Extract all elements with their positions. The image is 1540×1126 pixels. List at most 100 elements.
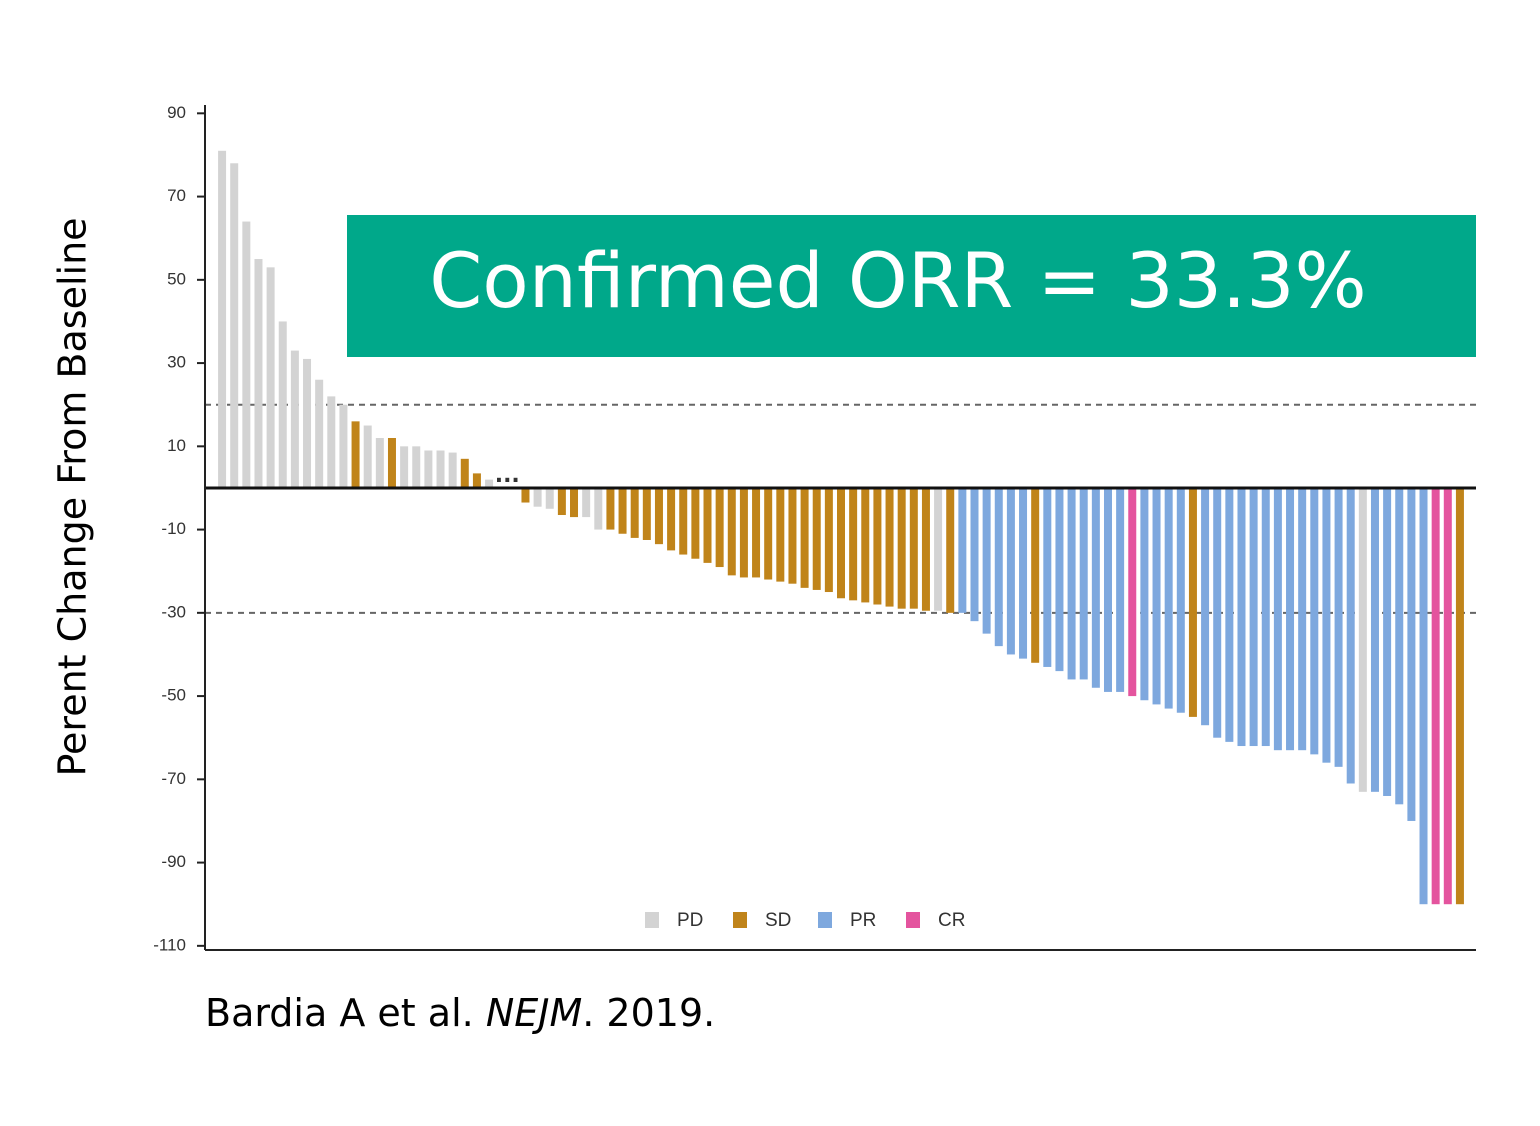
- bar: [254, 259, 263, 488]
- bar: [290, 350, 299, 488]
- bar: [1298, 487, 1307, 751]
- bar: [800, 487, 809, 588]
- bar: [387, 438, 396, 488]
- bar: [752, 487, 761, 578]
- y-tick-label: 90: [167, 103, 186, 122]
- y-tick-label: -110: [153, 935, 186, 954]
- bar: [412, 446, 421, 488]
- bar: [1043, 487, 1052, 667]
- bar: [1019, 487, 1028, 659]
- bar: [909, 487, 918, 609]
- bar: [424, 450, 433, 488]
- bar: [339, 404, 348, 488]
- bar: [545, 487, 554, 509]
- bar: [667, 487, 676, 551]
- bar: [1249, 487, 1258, 747]
- bar: [1346, 487, 1355, 784]
- bar: [1273, 487, 1282, 751]
- bar: [1128, 487, 1137, 697]
- annotation: ...: [495, 463, 520, 488]
- bar: [1383, 487, 1392, 796]
- bar: [1237, 487, 1246, 747]
- bar: [1455, 487, 1464, 905]
- bar: [1201, 487, 1210, 726]
- bar: [994, 487, 1003, 647]
- citation-year: . 2019.: [582, 991, 715, 1035]
- bar: [691, 487, 700, 559]
- y-tick-label: -50: [161, 686, 186, 705]
- bar: [1395, 487, 1404, 805]
- bar: [1225, 487, 1234, 742]
- bar: [885, 487, 894, 607]
- bar: [1164, 487, 1173, 709]
- bar: [618, 487, 627, 534]
- citation: Bardia A et al. NEJM. 2019.: [205, 991, 715, 1035]
- bar: [1286, 487, 1295, 751]
- bar: [1091, 487, 1100, 688]
- bar: [1067, 487, 1076, 680]
- bar: [351, 421, 360, 488]
- bar: [1358, 487, 1367, 792]
- bar: [375, 438, 384, 488]
- bar: [521, 487, 530, 503]
- bar: [970, 487, 979, 622]
- bar: [958, 487, 967, 613]
- bar: [230, 163, 239, 488]
- bar: [982, 487, 991, 634]
- bar: [897, 487, 906, 609]
- bar: [849, 487, 858, 601]
- bar: [1407, 487, 1416, 821]
- bar: [278, 321, 287, 488]
- bar: [764, 487, 773, 580]
- bar: [582, 487, 591, 518]
- bar: [837, 487, 845, 599]
- bar: [242, 221, 251, 488]
- y-axis-label: Perent Change From Baseline: [51, 217, 95, 776]
- bar: [1261, 487, 1270, 747]
- legend-swatch: [906, 912, 920, 928]
- bar: [1213, 487, 1222, 738]
- bar: [594, 487, 603, 530]
- bar: [715, 487, 724, 568]
- bar: [654, 487, 663, 545]
- bar: [485, 479, 494, 488]
- bar: [873, 487, 882, 605]
- legend-swatch: [733, 912, 747, 928]
- bar: [703, 487, 712, 563]
- bar: [776, 487, 785, 582]
- bar: [533, 487, 542, 507]
- bar: [739, 487, 748, 578]
- bar: [630, 487, 639, 538]
- bar: [812, 487, 821, 590]
- bar: [946, 487, 955, 613]
- y-tick-label: 30: [167, 353, 186, 372]
- bar: [1431, 487, 1440, 905]
- bar: [1055, 487, 1064, 672]
- y-tick-label: -90: [161, 852, 186, 871]
- bar: [921, 487, 930, 611]
- bar: [1031, 487, 1040, 663]
- bar: [1419, 487, 1428, 905]
- bar: [460, 458, 469, 488]
- bar: [642, 487, 651, 540]
- bar: [679, 487, 688, 555]
- legend-swatch: [645, 912, 659, 928]
- legend-label: PR: [850, 910, 876, 931]
- bar: [1103, 487, 1112, 692]
- bar: [727, 487, 736, 576]
- bar: [606, 487, 615, 530]
- bar: [570, 487, 579, 518]
- bar: [1006, 487, 1015, 655]
- bar: [400, 446, 409, 488]
- legend-swatch: [818, 912, 832, 928]
- y-tick-label: -70: [161, 769, 186, 788]
- bar: [788, 487, 797, 584]
- y-tick-label: -30: [161, 602, 186, 621]
- y-tick-label: 10: [167, 436, 186, 455]
- bar: [1140, 487, 1149, 701]
- bar: [448, 452, 457, 488]
- bar: [472, 473, 481, 488]
- bar: [266, 267, 275, 488]
- legend-label: PD: [677, 910, 703, 931]
